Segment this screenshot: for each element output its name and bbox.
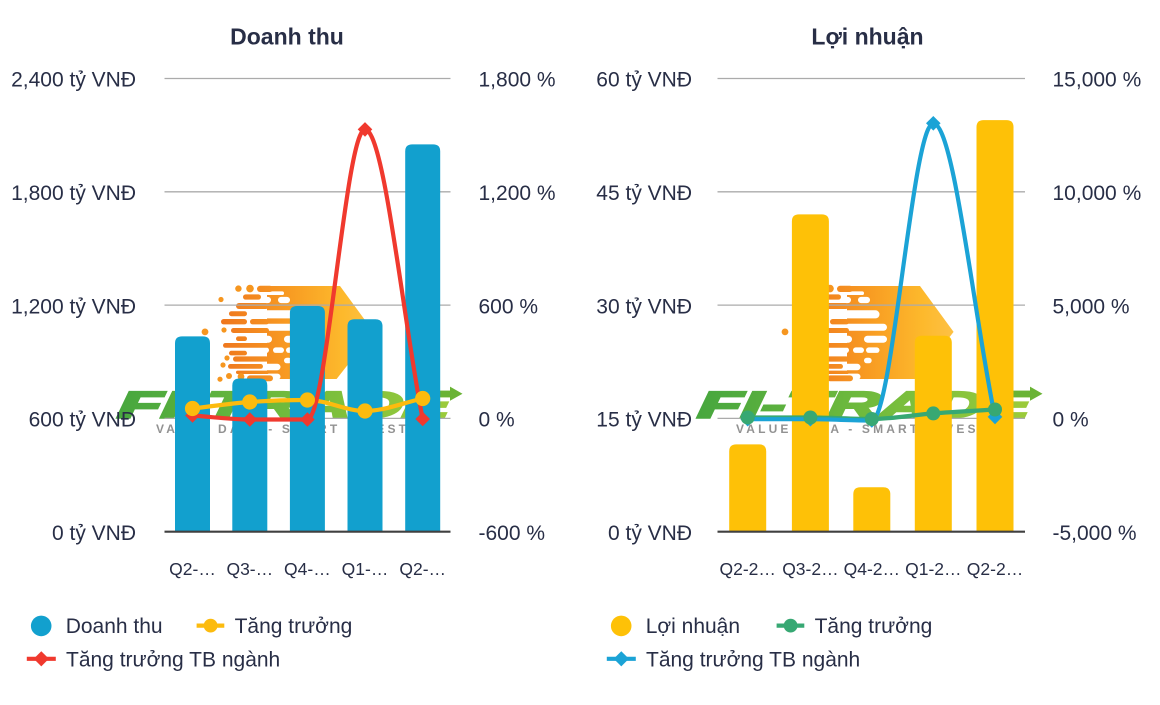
- svg-text:Doanh thu: Doanh thu: [66, 615, 163, 638]
- svg-text:Q1-…: Q1-…: [342, 559, 389, 579]
- svg-text:2,400 tỷ VNĐ: 2,400 tỷ VNĐ: [11, 69, 136, 92]
- svg-text:1,800 %: 1,800 %: [479, 69, 556, 92]
- svg-text:Q2-2…: Q2-2…: [719, 559, 775, 579]
- svg-text:30 tỷ VNĐ: 30 tỷ VNĐ: [596, 295, 692, 318]
- svg-text:-5,000 %: -5,000 %: [1053, 522, 1137, 545]
- svg-text:Q1-2…: Q1-2…: [905, 559, 961, 579]
- svg-text:15,000 %: 15,000 %: [1053, 69, 1142, 92]
- svg-text:0 %: 0 %: [1053, 409, 1089, 432]
- svg-text:Q2-2…: Q2-2…: [967, 559, 1023, 579]
- svg-text:Q4-2…: Q4-2…: [844, 559, 900, 579]
- svg-text:Tăng trưởng TB ngành: Tăng trưởng TB ngành: [646, 649, 860, 672]
- svg-text:15 tỷ VNĐ: 15 tỷ VNĐ: [596, 409, 692, 432]
- svg-text:1,200 %: 1,200 %: [479, 182, 556, 205]
- svg-text:10,000 %: 10,000 %: [1053, 182, 1142, 205]
- svg-text:Q4-…: Q4-…: [284, 559, 331, 579]
- svg-text:0 %: 0 %: [479, 409, 515, 432]
- svg-text:Tăng trưởng: Tăng trưởng: [815, 615, 933, 638]
- svg-text:Q2-…: Q2-…: [399, 559, 446, 579]
- svg-text:Q2-…: Q2-…: [169, 559, 216, 579]
- svg-text:Tăng trưởng TB ngành: Tăng trưởng TB ngành: [66, 649, 280, 672]
- svg-text:60 tỷ VNĐ: 60 tỷ VNĐ: [596, 69, 692, 92]
- svg-text:45 tỷ VNĐ: 45 tỷ VNĐ: [596, 182, 692, 205]
- svg-text:-600 %: -600 %: [479, 522, 546, 545]
- svg-text:Tăng trưởng: Tăng trưởng: [235, 615, 353, 638]
- svg-text:5,000 %: 5,000 %: [1053, 295, 1130, 318]
- svg-text:Q3-2…: Q3-2…: [782, 559, 838, 579]
- svg-text:600 %: 600 %: [479, 295, 539, 318]
- svg-text:Lợi nhuận: Lợi nhuận: [646, 615, 740, 638]
- svg-text:600 tỷ VNĐ: 600 tỷ VNĐ: [29, 409, 136, 432]
- svg-text:1,200 tỷ VNĐ: 1,200 tỷ VNĐ: [11, 295, 136, 318]
- svg-text:Q3-…: Q3-…: [226, 559, 273, 579]
- svg-text:0 tỷ VNĐ: 0 tỷ VNĐ: [52, 522, 136, 545]
- svg-text:0 tỷ VNĐ: 0 tỷ VNĐ: [608, 522, 692, 545]
- svg-text:Doanh thu: Doanh thu: [230, 24, 344, 50]
- svg-text:Lợi nhuận: Lợi nhuận: [811, 24, 923, 50]
- svg-text:1,800 tỷ VNĐ: 1,800 tỷ VNĐ: [11, 182, 136, 205]
